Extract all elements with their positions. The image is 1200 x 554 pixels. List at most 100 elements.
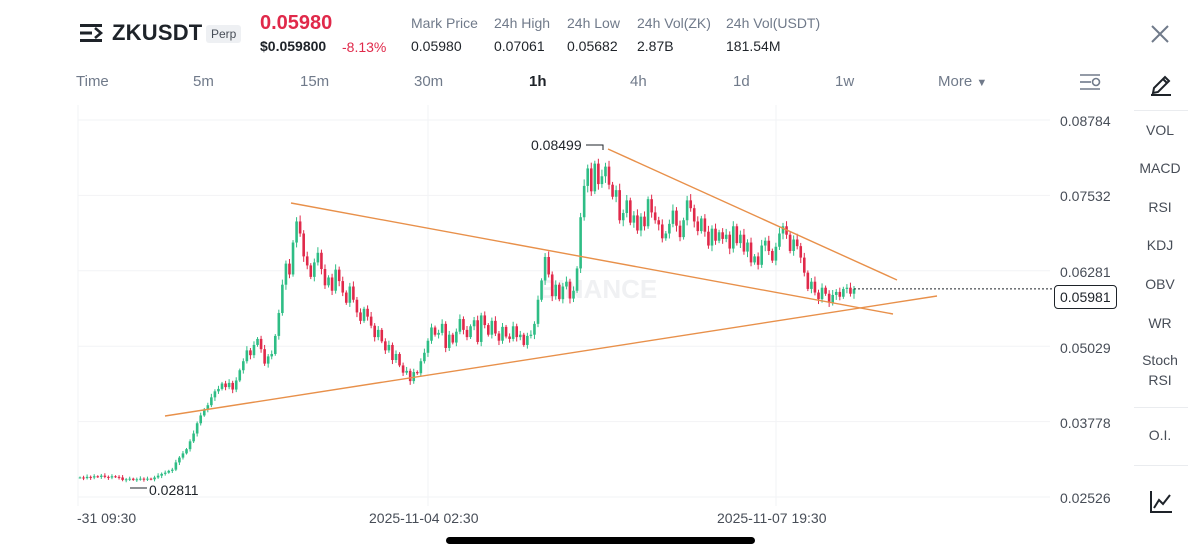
- stat-label-24h-high: 24h High: [494, 15, 551, 31]
- candle-body: [270, 353, 274, 357]
- candle-body: [675, 210, 678, 226]
- candle-body: [195, 423, 199, 434]
- candle-body: [707, 231, 710, 246]
- candle-body: [575, 268, 579, 291]
- candle-body: [302, 233, 305, 257]
- candle-body: [330, 277, 334, 291]
- candle-body: [746, 242, 749, 252]
- candle-body: [217, 388, 220, 392]
- pencil-draw-icon[interactable]: [1148, 70, 1174, 96]
- candle-body: [352, 286, 355, 300]
- indicator-rsi[interactable]: RSI: [1148, 199, 1172, 215]
- line-chart-icon[interactable]: [1148, 489, 1174, 515]
- symbol-title[interactable]: ZKUSDT: [112, 20, 203, 45]
- candle-body: [384, 341, 387, 351]
- indicator-stoch-rsi[interactable]: Stoch RSI: [1127, 350, 1193, 390]
- trendline-lower: [164, 295, 938, 417]
- candle-body: [774, 246, 778, 261]
- candle-body: [568, 281, 572, 299]
- trendline-descending: [607, 148, 898, 281]
- candle-body: [174, 462, 178, 470]
- candle-body: [579, 217, 582, 269]
- candle-body: [107, 476, 110, 478]
- candle-body: [415, 372, 419, 374]
- indicator-wr[interactable]: WR: [1148, 315, 1172, 331]
- candle-body: [277, 313, 281, 336]
- indicator-obv[interactable]: OBV: [1145, 276, 1175, 292]
- candle-body: [252, 344, 256, 356]
- candle-body: [305, 256, 309, 266]
- stat-value-24h-vol-usdt: 181.54M: [726, 38, 781, 54]
- tab-4h[interactable]: 4h: [630, 73, 647, 90]
- candle-body: [202, 409, 206, 416]
- candle-body: [692, 208, 696, 222]
- high-marker: [586, 144, 604, 150]
- candle-body: [281, 284, 284, 314]
- candle-body: [259, 338, 263, 350]
- candle-body: [810, 281, 813, 289]
- candle-body: [678, 225, 682, 238]
- stat-label-24h-vol-zk: 24h Vol(ZK): [637, 15, 711, 31]
- candle-body: [320, 252, 323, 270]
- candle-body: [597, 163, 600, 185]
- indicator-macd[interactable]: MACD: [1139, 160, 1181, 176]
- tab-1h[interactable]: 1h: [529, 73, 547, 90]
- candle-body: [646, 199, 650, 227]
- stat-value-24h-low: 0.05682: [567, 38, 618, 54]
- candle-body: [700, 218, 703, 232]
- tab-more-label: More: [938, 73, 973, 90]
- chart-settings-icon[interactable]: [1078, 71, 1102, 93]
- candle-body: [284, 263, 288, 285]
- candle-body: [387, 344, 391, 351]
- candle-body: [462, 319, 465, 330]
- candle-body: [380, 329, 384, 342]
- indicator-kdj[interactable]: KDJ: [1146, 237, 1174, 253]
- candle-body: [344, 292, 348, 303]
- candle-body: [309, 265, 313, 277]
- candle-body: [273, 335, 277, 354]
- candle-body: [188, 441, 192, 450]
- candle-body: [405, 370, 408, 373]
- tab-30m[interactable]: 30m: [414, 73, 444, 90]
- x-tick-label: 2025-11-07 19:30: [717, 510, 827, 526]
- close-icon[interactable]: [1148, 22, 1172, 46]
- y-tick-label: 0.03778: [1060, 415, 1111, 431]
- tab-time[interactable]: Time: [76, 73, 109, 90]
- y-tick-label: 0.07532: [1060, 188, 1111, 204]
- candle-body: [263, 349, 266, 364]
- candle-body: [472, 320, 476, 327]
- candle-body: [657, 220, 661, 225]
- candle-body: [142, 478, 146, 480]
- menu-icon[interactable]: [78, 22, 104, 44]
- candle-body: [703, 218, 707, 232]
- low-price-label: 0.02811: [149, 482, 199, 498]
- candle-body: [806, 272, 810, 289]
- price-change-percent: -8.13%: [342, 39, 387, 55]
- indicator-oi-section: [1134, 407, 1188, 466]
- candle-body: [121, 477, 124, 480]
- candle-body: [426, 340, 430, 353]
- tab-1d[interactable]: 1d: [733, 73, 750, 90]
- indicator-vol[interactable]: VOL: [1145, 122, 1174, 138]
- indicator-oi[interactable]: O.I.: [1148, 427, 1172, 443]
- candle-body: [242, 361, 245, 371]
- candle-body: [714, 228, 717, 241]
- candle-body: [497, 333, 501, 341]
- candle-body: [533, 323, 536, 335]
- tab-5m[interactable]: 5m: [193, 73, 214, 90]
- tab-15m[interactable]: 15m: [300, 73, 330, 90]
- candle-body: [362, 308, 366, 321]
- candle-body: [781, 226, 785, 234]
- candle-body: [298, 221, 302, 234]
- tab-more[interactable]: More ▼: [938, 73, 987, 90]
- candle-body: [440, 323, 444, 333]
- candle-series: [78, 158, 856, 483]
- candle-body: [78, 477, 82, 479]
- candle-body: [465, 329, 469, 338]
- trendline-upper: [290, 202, 894, 315]
- tab-1w[interactable]: 1w: [835, 73, 855, 90]
- candle-body: [288, 263, 291, 275]
- candle-body: [582, 185, 586, 218]
- candle-body: [192, 433, 195, 442]
